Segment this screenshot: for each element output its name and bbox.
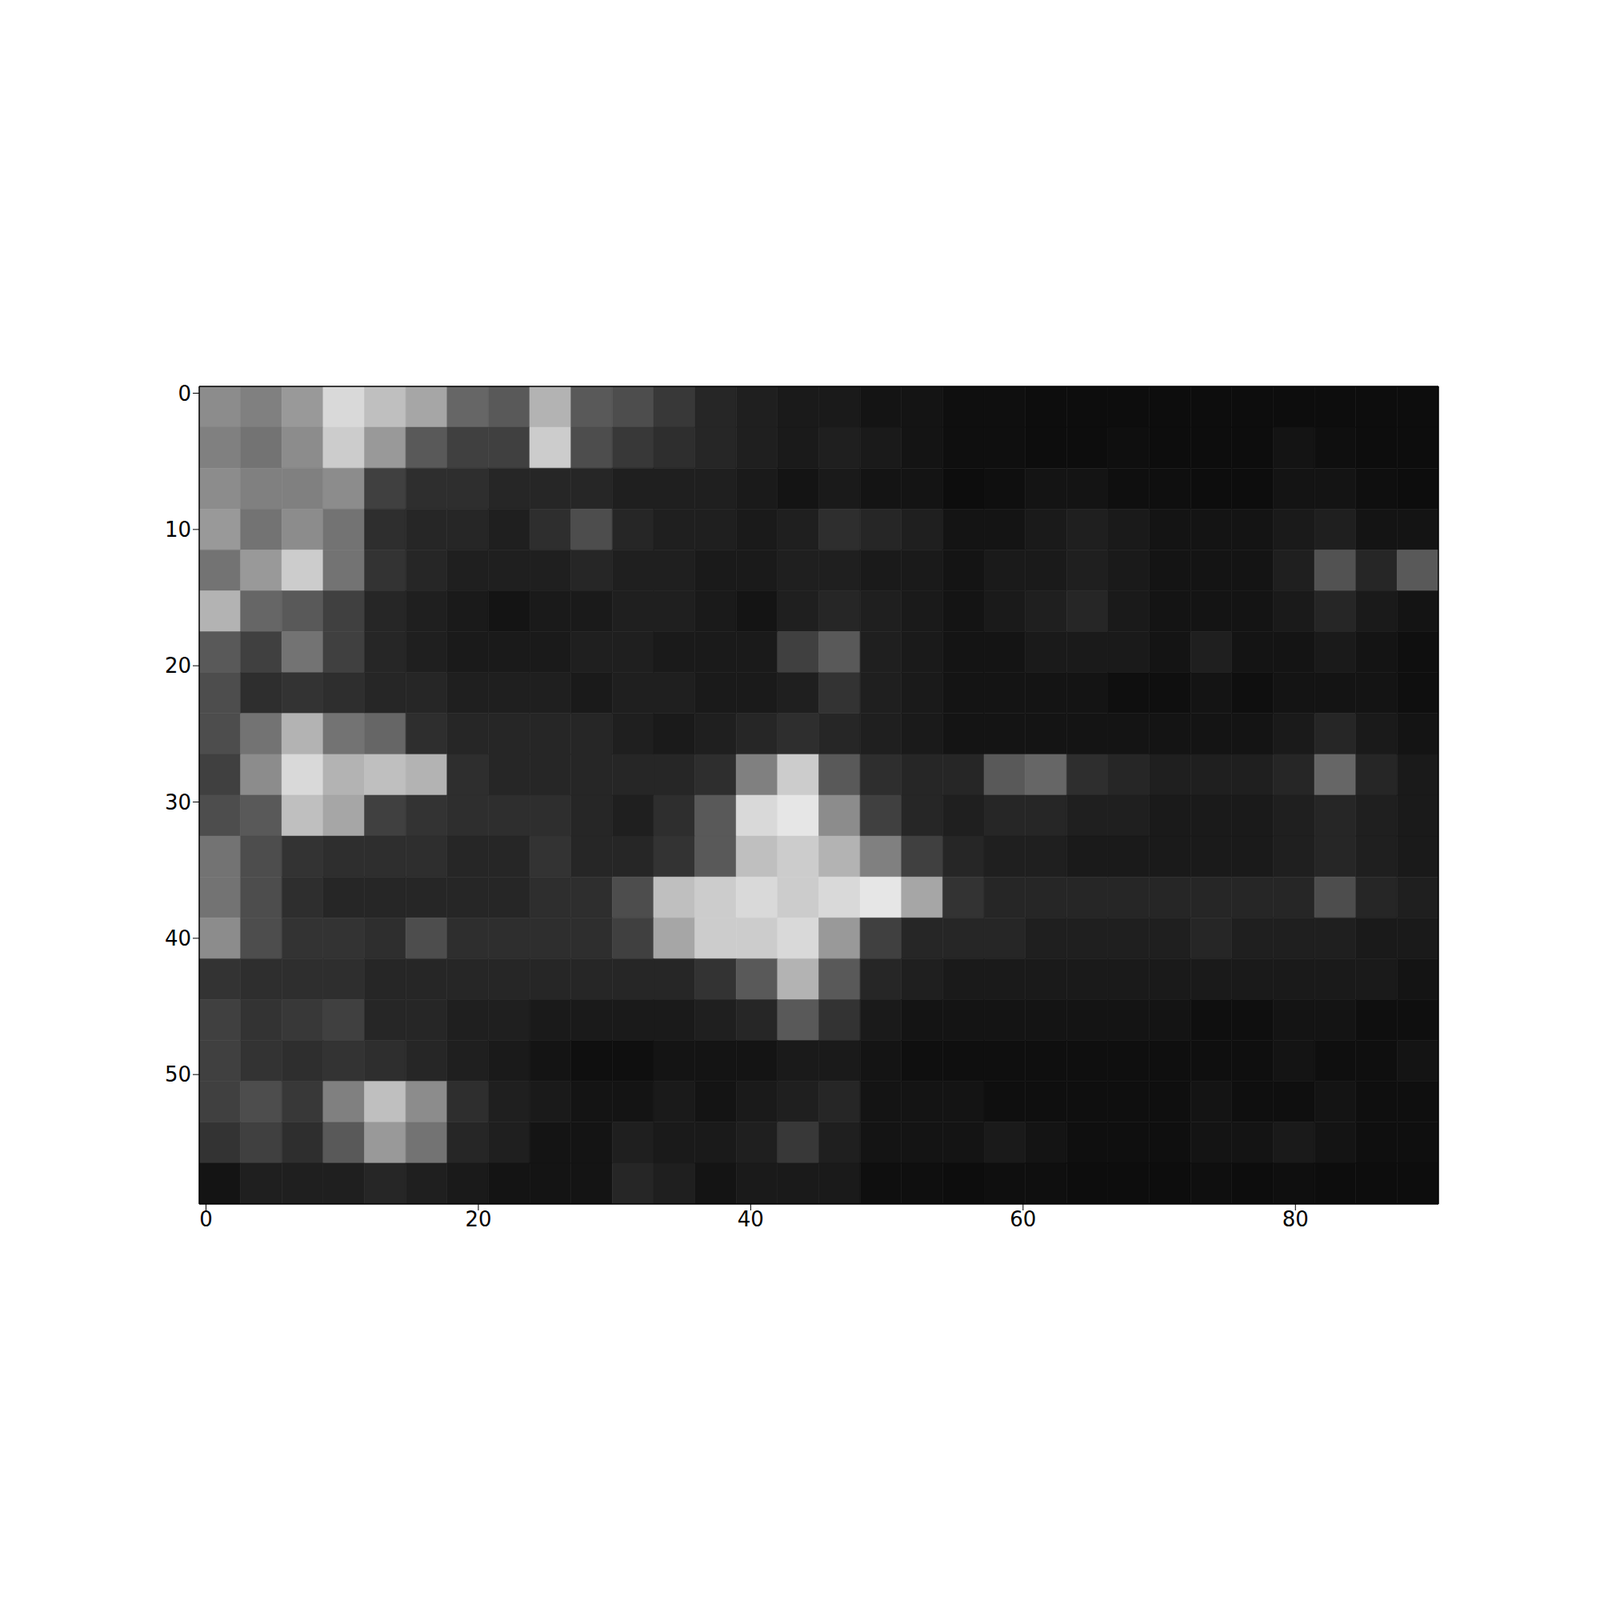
svg-text:30: 30: [164, 790, 192, 815]
svg-text:40: 40: [164, 926, 192, 951]
svg-text:20: 20: [464, 1207, 492, 1232]
svg-text:60: 60: [1009, 1207, 1036, 1232]
svg-text:0: 0: [177, 381, 192, 406]
svg-text:50: 50: [164, 1062, 192, 1087]
svg-text:20: 20: [164, 653, 192, 678]
svg-text:10: 10: [164, 517, 192, 542]
svg-text:40: 40: [737, 1207, 764, 1232]
svg-text:80: 80: [1282, 1207, 1309, 1232]
svg-text:0: 0: [199, 1207, 213, 1232]
